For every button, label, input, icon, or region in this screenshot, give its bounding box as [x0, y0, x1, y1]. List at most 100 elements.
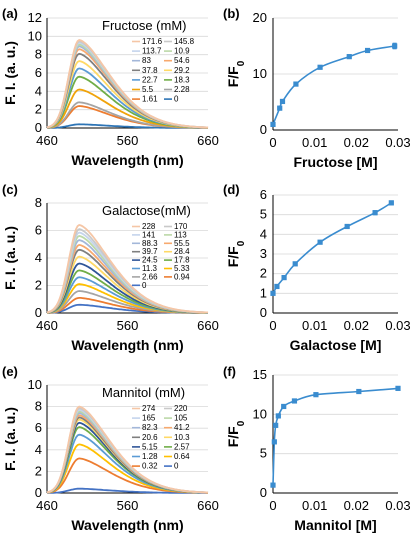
- data-point: [274, 283, 280, 290]
- legend-label: 0.32: [142, 462, 158, 471]
- x-axis-label: Galactose [M]: [290, 337, 382, 353]
- spectrum-line: [46, 487, 208, 494]
- x-tick-label: 660: [197, 318, 219, 333]
- legend-label: 2.28: [174, 85, 190, 94]
- data-point: [392, 43, 398, 49]
- y-axis-label: F/F0: [225, 60, 247, 87]
- legend-label: 39.7: [142, 247, 158, 256]
- fit-line: [272, 45, 395, 125]
- y-tick-label: 8: [35, 47, 42, 62]
- legend-label: 5.15: [142, 442, 158, 451]
- y-axis-label: F. I. (a. u.): [2, 41, 18, 105]
- x-tick-label: 560: [117, 318, 139, 333]
- y-tick-label: 0: [35, 120, 42, 135]
- y-tick-label: 2: [260, 266, 267, 281]
- data-point: [364, 47, 371, 54]
- legend-label: 11.3: [142, 264, 158, 273]
- legend-label: 18.3: [174, 75, 190, 84]
- x-axis-label: Fructose [M]: [294, 154, 378, 170]
- y-tick-label: 12: [28, 10, 42, 25]
- x-tick-label: 460: [36, 318, 58, 333]
- x-tick-label: 460: [36, 498, 58, 513]
- legend-label: 113: [174, 230, 187, 239]
- spectrum-line: [46, 224, 208, 314]
- panel-label: (d): [223, 182, 240, 197]
- chart-title: Galactose(mM): [102, 203, 191, 218]
- fit-line: [272, 202, 392, 294]
- legend-label: 22.7: [142, 75, 158, 84]
- chart-title: Fructose (mM): [102, 18, 187, 33]
- x-axis-label: Wavelength (nm): [71, 152, 183, 168]
- y-tick-label: 0: [260, 122, 267, 137]
- x-tick-label: 0.01: [302, 498, 327, 513]
- y-tick-label: 8: [35, 195, 42, 210]
- x-tick-label: 460: [36, 133, 58, 148]
- panel-label: (c): [2, 182, 18, 197]
- y-tick-label: 4: [35, 83, 42, 98]
- legend-label: 170: [174, 222, 188, 231]
- panel-label: (e): [2, 364, 18, 379]
- panel-label: (f): [223, 364, 236, 379]
- y-tick-label: 6: [35, 223, 42, 238]
- data-point: [356, 388, 362, 395]
- x-tick-label: 0.02: [344, 318, 369, 333]
- chart-title: Mannitol (mM): [102, 385, 185, 400]
- x-tick-label: 0: [269, 318, 276, 333]
- legend-label: 29.2: [174, 66, 190, 75]
- legend-label: 1.28: [142, 452, 158, 461]
- x-tick-label: 0.03: [385, 498, 410, 513]
- legend-label: 17.8: [174, 256, 190, 265]
- y-tick-label: 0: [35, 305, 42, 320]
- data-point: [271, 439, 277, 445]
- legend-label: 28.4: [174, 247, 190, 256]
- data-point: [291, 398, 298, 404]
- legend-label: 171.6: [142, 37, 163, 46]
- legend-label: 10.3: [174, 433, 190, 442]
- legend-label: 88.3: [142, 239, 158, 248]
- data-point: [317, 64, 323, 70]
- data-point: [281, 275, 287, 281]
- x-tick-label: 0.03: [385, 318, 410, 333]
- y-tick-label: 6: [260, 187, 267, 202]
- legend-label: 0.94: [174, 272, 190, 281]
- y-tick-label: 2: [35, 463, 42, 478]
- y-tick-label: 5: [260, 446, 267, 461]
- y-tick-label: 3: [260, 246, 267, 261]
- y-tick-label: 15: [253, 367, 267, 382]
- data-point: [388, 200, 394, 206]
- data-point: [270, 482, 276, 488]
- y-tick-label: 20: [253, 10, 267, 25]
- data-point: [273, 422, 279, 428]
- y-tick-label: 8: [35, 399, 42, 414]
- x-tick-label: 0.01: [302, 135, 327, 150]
- legend-label: 2.57: [174, 442, 190, 451]
- data-point: [395, 385, 401, 391]
- x-tick-label: 0.01: [302, 318, 327, 333]
- legend-label: 10.9: [174, 47, 190, 56]
- y-tick-label: 4: [35, 250, 42, 265]
- legend-label: 113.7: [142, 47, 162, 56]
- fit-line: [272, 387, 399, 486]
- x-axis-label: Wavelength (nm): [71, 337, 183, 353]
- legend-label: 20.6: [142, 433, 158, 442]
- x-axis-label: Mannitol [M]: [294, 517, 376, 533]
- legend-label: 41.2: [174, 423, 190, 432]
- legend-label: 83: [142, 56, 151, 65]
- y-tick-label: 0: [35, 485, 42, 500]
- legend-label: 0: [142, 281, 147, 290]
- data-point: [275, 413, 281, 419]
- data-point: [344, 223, 350, 230]
- y-tick-label: 1: [260, 285, 267, 300]
- data-point: [293, 81, 299, 87]
- y-tick-label: 4: [260, 226, 267, 241]
- y-tick-label: 2: [35, 278, 42, 293]
- y-tick-label: 6: [35, 65, 42, 80]
- data-point: [372, 210, 378, 216]
- legend-label: 220: [174, 404, 188, 413]
- legend-label: 0.64: [174, 452, 190, 461]
- legend-label: 145.8: [174, 37, 195, 46]
- spectrum-line: [46, 405, 209, 494]
- legend-label: 5.5: [142, 85, 154, 94]
- data-point: [279, 98, 286, 105]
